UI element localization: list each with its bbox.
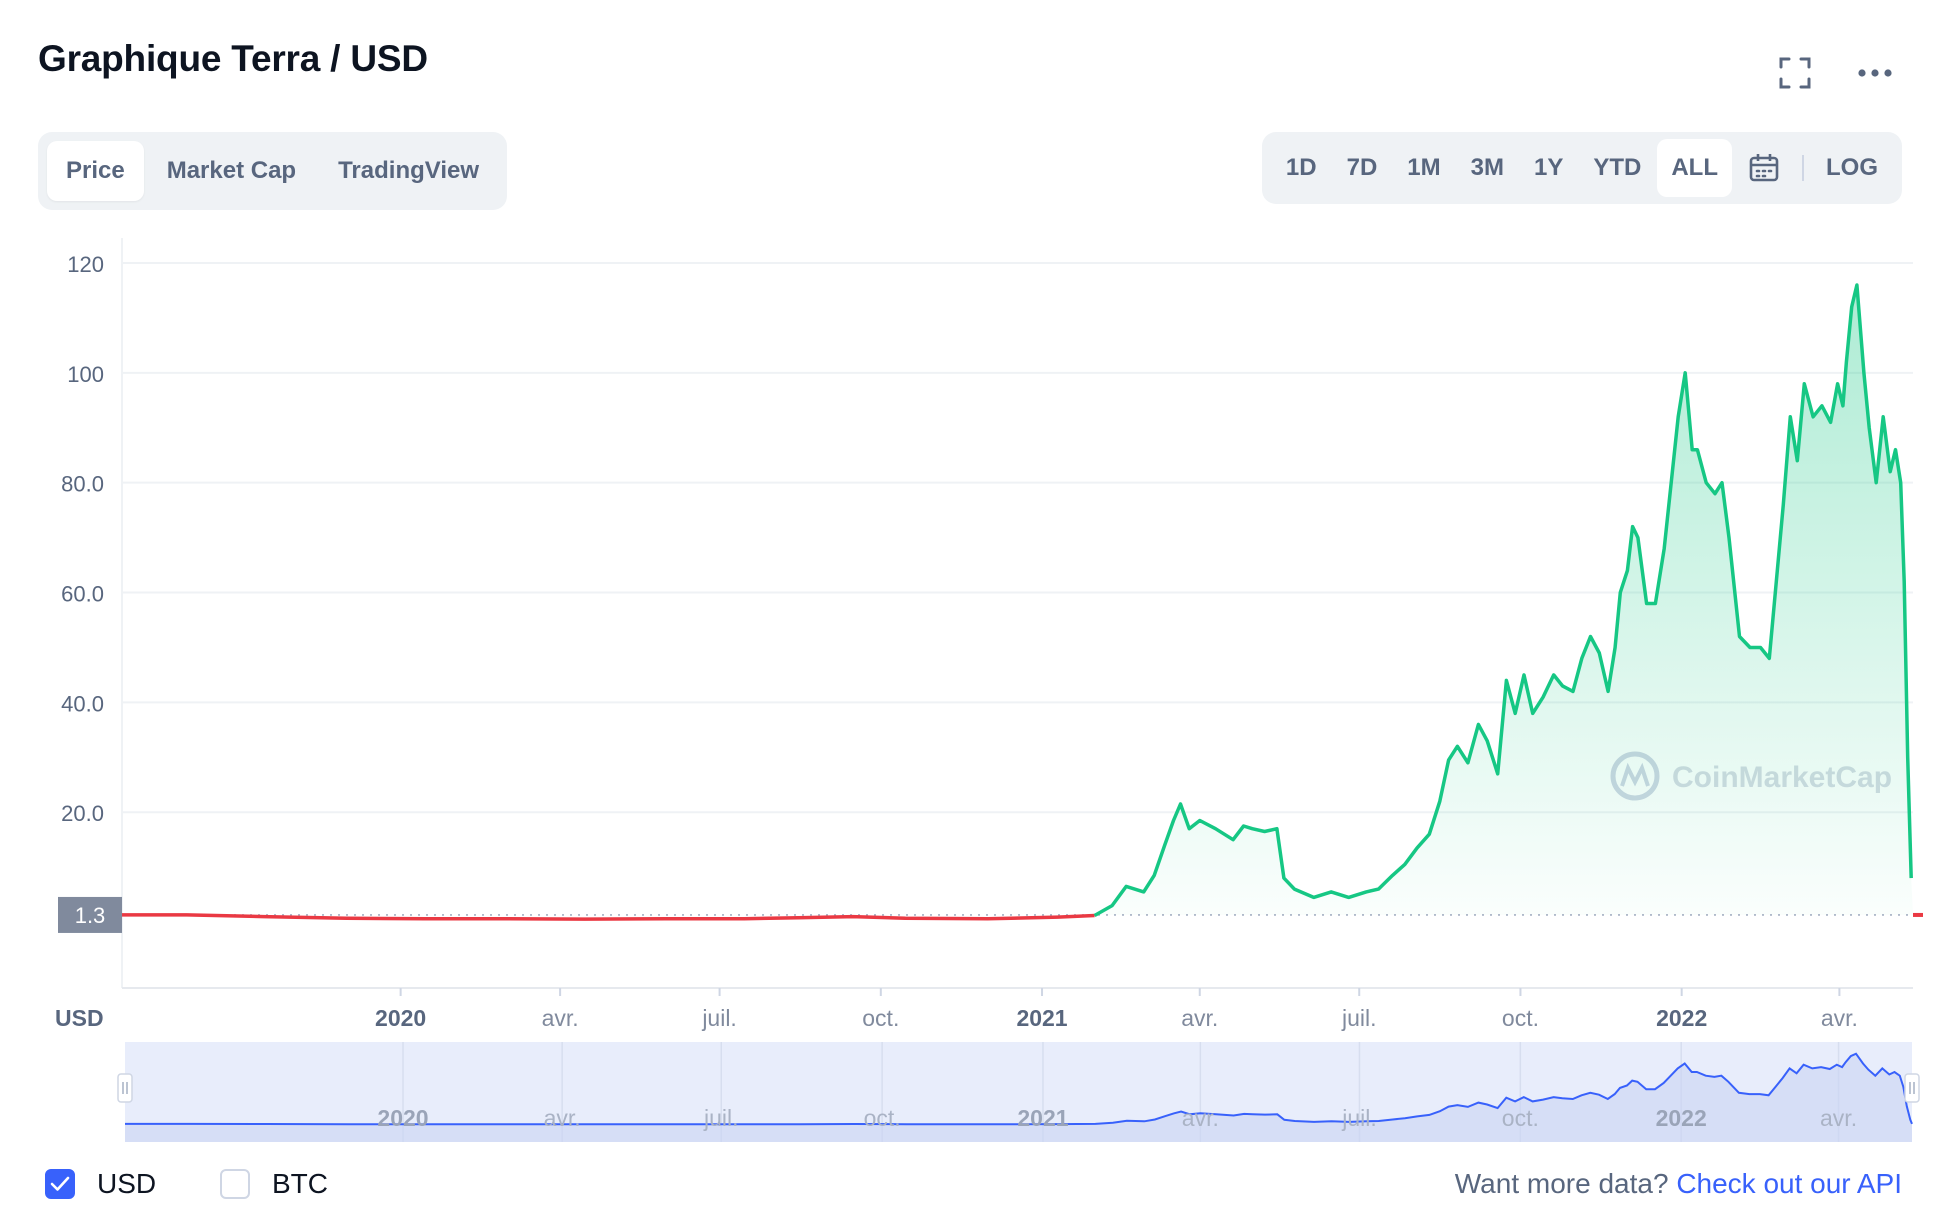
currency-axis-label: USD: [55, 1005, 104, 1031]
navigator-label: avr.: [544, 1105, 581, 1131]
currency-option-btc[interactable]: BTC: [220, 1168, 328, 1200]
handle-grip: [117, 1073, 133, 1103]
x-tick-label: juil.: [701, 1005, 737, 1031]
tab-price[interactable]: Price: [47, 141, 144, 201]
x-tick-label: avr.: [1821, 1005, 1858, 1031]
price-chart[interactable]: 20.040.060.080.0100120CoinMarketCap1.320…: [0, 0, 1940, 1150]
y-tick-label: 100: [67, 362, 104, 387]
y-tick-label: 120: [67, 252, 104, 277]
navigator-area: [125, 1053, 1912, 1142]
currency-option-usd[interactable]: USD: [45, 1168, 156, 1200]
range-divider: [1802, 155, 1804, 181]
navigator-label: oct.: [864, 1105, 901, 1131]
x-tick-label: 2020: [375, 1005, 426, 1031]
x-tick-label: oct.: [1502, 1005, 1539, 1031]
y-tick-label: 40.0: [61, 691, 104, 716]
navigator-label: avr.: [1820, 1105, 1857, 1131]
navigator-label: 2021: [1017, 1105, 1068, 1131]
navigator-label: juil.: [1341, 1105, 1377, 1131]
price-line-above-reference: [1093, 283, 1913, 918]
y-tick-label: 20.0: [61, 801, 104, 826]
navigator-label: 2020: [377, 1105, 428, 1131]
fullscreen-icon[interactable]: [1772, 50, 1818, 96]
navigator-label: juil.: [703, 1105, 739, 1131]
navigator-label: oct.: [1502, 1105, 1539, 1131]
reference-badge-label: 1.3: [75, 903, 106, 928]
tab-market-cap[interactable]: Market Cap: [166, 157, 297, 184]
more-options-icon[interactable]: [1852, 50, 1898, 96]
usd-label: USD: [97, 1168, 157, 1199]
y-tick-label: 60.0: [61, 582, 104, 607]
x-tick-label: juil.: [1341, 1005, 1377, 1031]
range-1y[interactable]: 1Y: [1533, 154, 1564, 181]
api-promo: Want more data? Check out our API: [1455, 1168, 1902, 1200]
navigator-label: avr.: [1182, 1105, 1219, 1131]
reference-badge: [58, 896, 122, 933]
btc-checkbox[interactable]: [220, 1169, 250, 1199]
range-3m[interactable]: 3M: [1470, 154, 1504, 181]
navigator-label: 2022: [1656, 1105, 1707, 1131]
x-tick-label: avr.: [542, 1005, 579, 1031]
tab-tradingview[interactable]: TradingView: [338, 157, 480, 184]
x-tick-label: oct.: [862, 1005, 899, 1031]
chart-view-tabs: Price Market Cap TradingView: [38, 132, 508, 210]
range-7d[interactable]: 7D: [1346, 154, 1378, 181]
range-all[interactable]: ALL: [1657, 139, 1732, 197]
price-area-fill: [1094, 285, 1913, 916]
usd-checkbox[interactable]: [45, 1169, 75, 1199]
chart-title: Graphique Terra / USD: [38, 38, 428, 79]
navigator-left-handle[interactable]: [117, 1073, 133, 1103]
price-line-below-reference: [122, 913, 1095, 921]
x-tick-label: avr.: [1181, 1005, 1218, 1031]
calendar-icon[interactable]: [1734, 139, 1794, 197]
range-ytd[interactable]: YTD: [1593, 154, 1642, 181]
time-range-selector: 1D 7D 1M 3M 1Y YTD ALL LOG: [1261, 132, 1902, 204]
btc-label: BTC: [272, 1168, 328, 1199]
handle-grip: [1904, 1073, 1920, 1103]
range-1d[interactable]: 1D: [1285, 154, 1317, 181]
range-1m[interactable]: 1M: [1407, 154, 1441, 181]
log-scale-toggle[interactable]: LOG: [1826, 154, 1878, 181]
api-link[interactable]: Check out our API: [1676, 1168, 1902, 1199]
api-prompt-text: Want more data?: [1454, 1168, 1669, 1199]
x-tick-label: 2021: [1016, 1005, 1067, 1031]
navigator-line: [125, 1052, 1913, 1126]
navigator-right-handle[interactable]: [1904, 1073, 1920, 1103]
x-tick-label: 2022: [1656, 1005, 1707, 1031]
y-tick-label: 80.0: [61, 472, 104, 497]
